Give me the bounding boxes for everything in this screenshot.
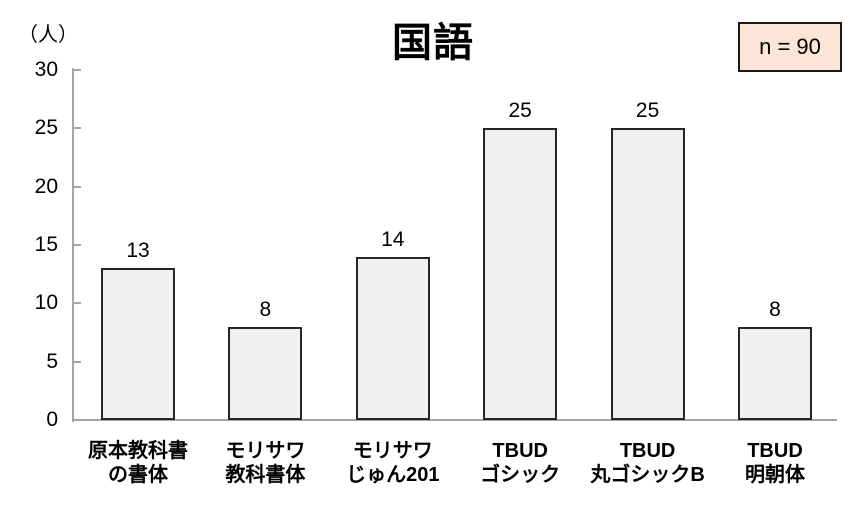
bar-value-label: 8 <box>769 297 781 321</box>
bar-value-label: 14 <box>381 227 405 251</box>
y-tick-label: 0 <box>46 408 58 431</box>
y-tick-label: 10 <box>34 291 58 315</box>
y-tick-mark <box>72 360 81 363</box>
y-axis-unit-label: （人） <box>18 24 78 46</box>
y-tick-mark <box>72 69 81 71</box>
sample-size-badge: n = 90 <box>738 22 842 72</box>
bar <box>355 256 430 420</box>
bar-value-label: 25 <box>508 99 532 123</box>
sample-size-label: n = 90 <box>759 34 821 59</box>
y-tick-mark <box>72 244 81 246</box>
y-tick-label: 15 <box>34 233 58 256</box>
y-tick-label: 5 <box>46 349 58 373</box>
x-category-label: モリサワ じゅん201 <box>346 440 440 486</box>
y-tick-mark <box>72 302 81 305</box>
y-tick-label: 25 <box>34 116 58 140</box>
bar <box>483 128 558 420</box>
bar-value-label: 25 <box>635 99 660 123</box>
chart-title: 国語 <box>392 21 474 65</box>
x-category-label: モリサワ 教科書体 <box>225 440 306 486</box>
bar-value-label: 8 <box>259 297 272 321</box>
x-category-label: TBUD ゴシック <box>480 440 561 486</box>
x-axis-line <box>72 419 837 421</box>
bar <box>738 326 812 420</box>
bar <box>101 268 175 420</box>
y-tick-mark <box>72 127 81 130</box>
x-category-label: TBUD 丸ゴシックB <box>590 440 705 486</box>
y-tick-mark <box>72 185 81 188</box>
x-category-label: 原本教科書 の書体 <box>88 440 188 486</box>
x-category-label: TBUD 明朝体 <box>745 440 805 486</box>
bar <box>228 326 303 420</box>
bar-value-label: 13 <box>126 239 150 263</box>
y-tick-label: 20 <box>34 174 58 198</box>
y-tick-mark <box>72 419 81 421</box>
bar <box>610 128 685 420</box>
y-tick-label: 30 <box>34 58 58 81</box>
